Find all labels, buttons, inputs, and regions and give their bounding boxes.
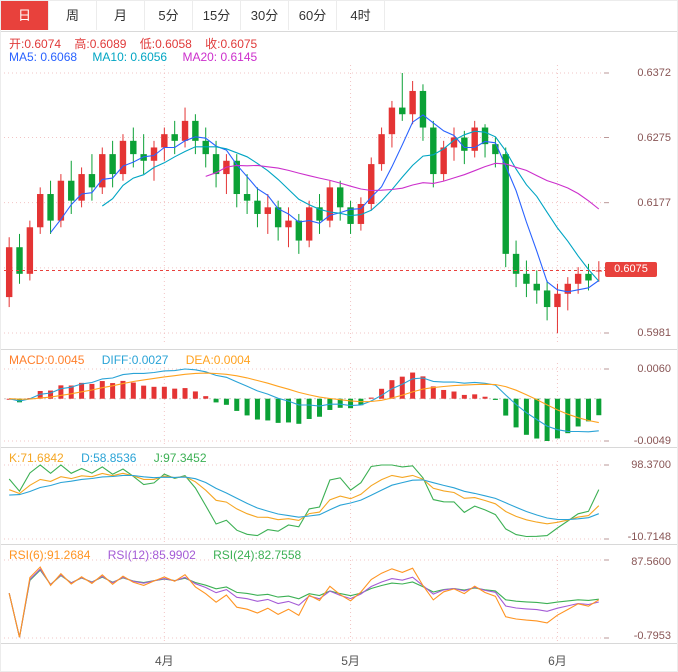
diff-value: DIFF:0.0027 <box>101 353 169 367</box>
tab-60min[interactable]: 60分 <box>289 1 337 30</box>
macd-value: MACD:0.0045 <box>9 353 85 367</box>
panel-divider-rsi <box>1 544 677 545</box>
panel-divider-kdj <box>1 447 677 448</box>
tab-30min[interactable]: 30分 <box>241 1 289 30</box>
j-value: J:97.3452 <box>153 451 207 465</box>
ma5-value: MA5: 0.6068 <box>9 50 78 64</box>
rsi-readout: RSI(6):91.2684 RSI(12):85.9902 RSI(24):8… <box>9 548 315 562</box>
rsi-axis-min: -0.7953 <box>633 630 671 642</box>
tab-5min[interactable]: 5分 <box>145 1 193 30</box>
rsi6-value: RSI(6):91.2684 <box>9 548 91 562</box>
tab-week[interactable]: 周 <box>49 1 97 30</box>
close-value: 收:0.6075 <box>205 37 258 51</box>
tab-day[interactable]: 日 <box>1 1 49 30</box>
ma20-value: MA20: 0.6145 <box>182 50 258 64</box>
price-axis-label-3: 0.6177 <box>637 196 671 209</box>
last-price-tag: 0.6075 <box>605 262 657 278</box>
kdj-axis-max: 98.3700 <box>631 459 671 471</box>
panel-divider-macd <box>1 349 677 350</box>
period-toolbar: 日 周 月 5分 15分 30分 60分 4时 <box>1 1 677 32</box>
tab-15min[interactable]: 15分 <box>193 1 241 30</box>
month-label-may: 5月 <box>341 654 360 668</box>
rsi-axis-max: 87.5600 <box>631 556 671 568</box>
tab-month[interactable]: 月 <box>97 1 145 30</box>
kdj-chart[interactable] <box>1 447 678 544</box>
price-axis-label-2: 0.6275 <box>637 131 671 144</box>
low-value: 低:0.6058 <box>139 37 192 51</box>
d-value: D:58.8536 <box>81 451 137 465</box>
tab-4hour[interactable]: 4时 <box>337 1 385 30</box>
price-axis-label-4: 0.5981 <box>637 327 671 339</box>
rsi12-value: RSI(12):85.9902 <box>107 548 196 562</box>
macd-axis-min: -0.0049 <box>633 435 671 447</box>
macd-readout: MACD:0.0045 DIFF:0.0027 DEA:0.0004 <box>9 353 264 367</box>
dea-value: DEA:0.0004 <box>185 353 251 367</box>
macd-axis-max: 0.0060 <box>637 363 671 375</box>
month-label-april: 4月 <box>155 654 174 668</box>
k-value: K:71.6842 <box>9 451 64 465</box>
macd-chart[interactable] <box>1 349 678 447</box>
ma10-value: MA10: 0.6056 <box>92 50 168 64</box>
ma-readout: MA5: 0.6068 MA10: 0.6056 MA20: 0.6145 <box>9 50 269 64</box>
rsi-chart[interactable] <box>1 544 678 643</box>
kdj-axis-min: -10.7148 <box>627 531 671 543</box>
month-label-june: 6月 <box>548 654 567 668</box>
open-value: 开:0.6074 <box>9 37 62 51</box>
price-axis-label-1: 0.6372 <box>637 67 671 79</box>
kdj-readout: K:71.6842 D:58.8536 J:97.3452 <box>9 451 221 465</box>
candlestick-chart[interactable] <box>1 31 678 349</box>
rsi24-value: RSI(24):82.7558 <box>213 548 302 562</box>
high-value: 高:0.6089 <box>74 37 127 51</box>
ohlc-readout: 开:0.6074 高:0.6089 低:0.6058 收:0.6075 <box>9 35 267 52</box>
time-axis: 4月 5月 6月 <box>1 643 677 671</box>
